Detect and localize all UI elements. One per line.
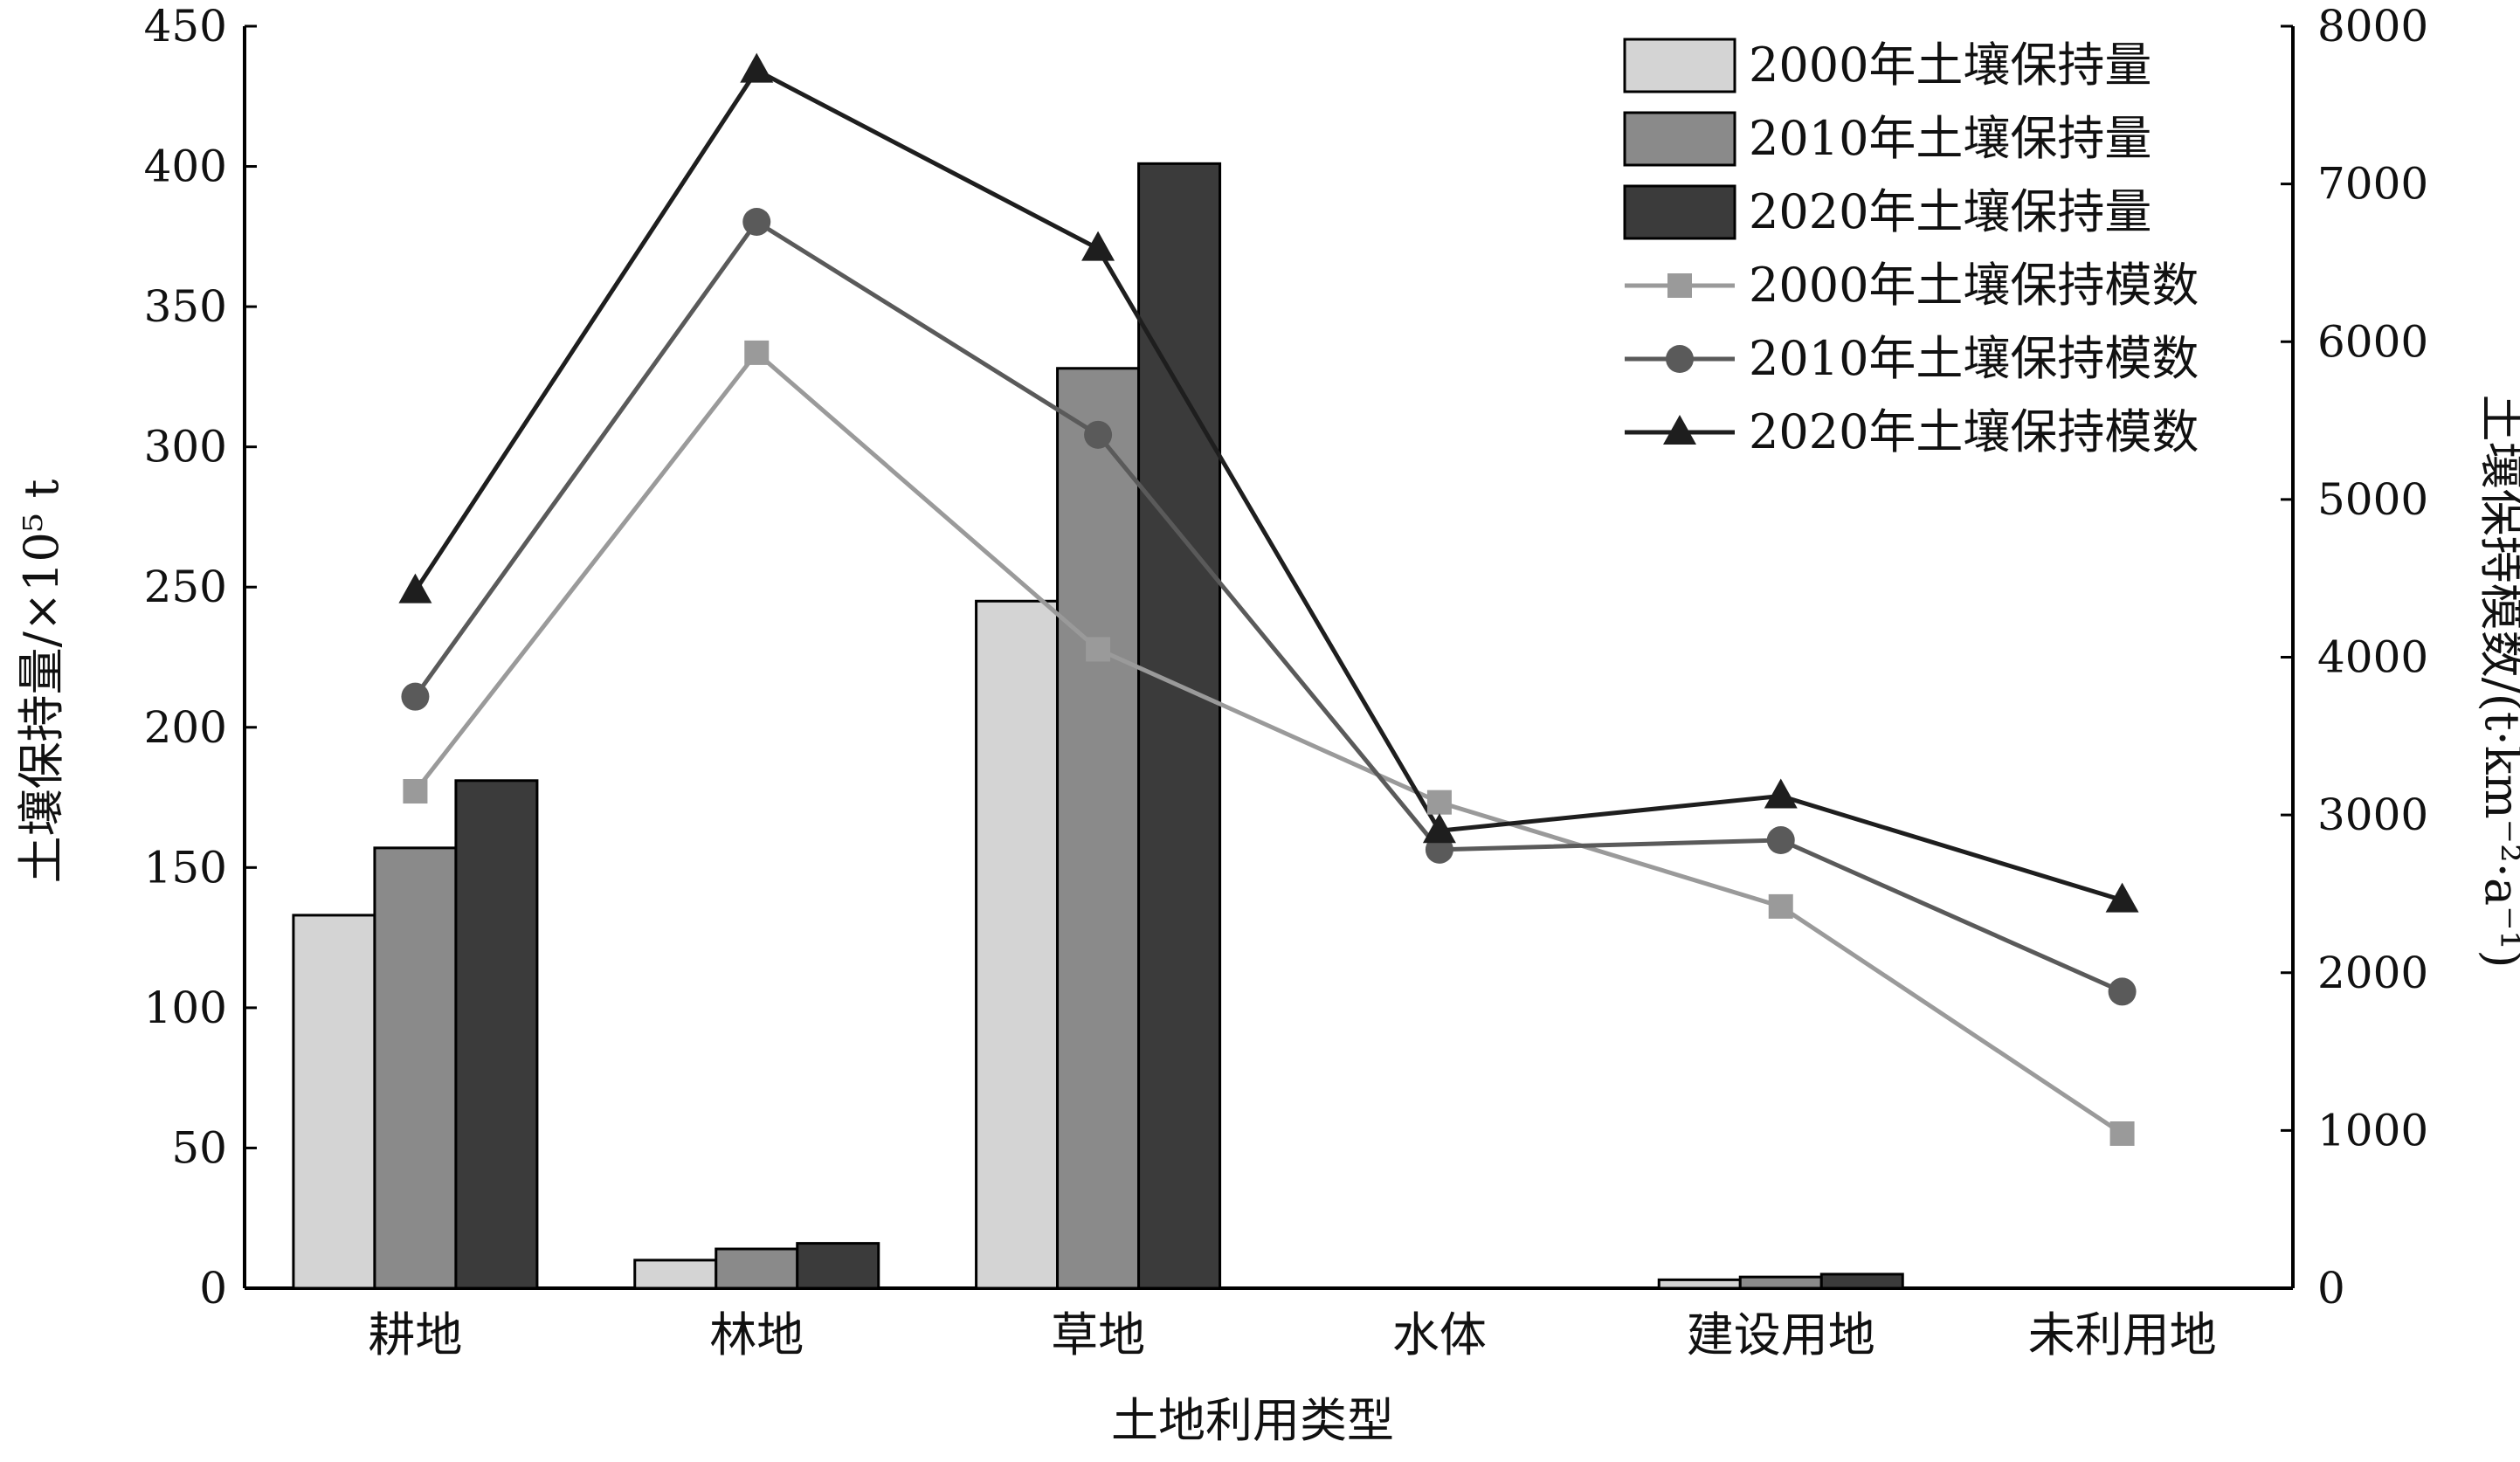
y-tick-label: 350: [144, 281, 227, 332]
bar: [715, 1247, 799, 1290]
y2-axis-title: 土壤保持模数/(t·km⁻²·a⁻¹): [2475, 395, 2520, 969]
bar: [373, 846, 458, 1290]
y-axis-title: 土壤保持量/×10⁵ t: [14, 479, 69, 883]
point: [1764, 778, 1798, 809]
bar: [1056, 367, 1141, 1290]
bar: [454, 779, 539, 1290]
y2-tick-label: 8000: [2317, 1, 2428, 52]
point: [740, 52, 774, 83]
y-tick-label: 150: [144, 842, 227, 893]
point: [1422, 813, 1456, 844]
point: [1086, 637, 1111, 662]
legend-label: 2000年土壤保持量: [1749, 38, 2151, 93]
series-line: [413, 218, 2123, 994]
point: [401, 682, 430, 711]
point: [1666, 345, 1694, 373]
point: [2105, 882, 2139, 913]
bar: [1738, 1275, 1823, 1290]
y-tick-label: 450: [144, 1, 227, 52]
point: [1766, 826, 1795, 855]
y-tick-label: 50: [171, 1122, 227, 1173]
x-tick-label: 林地: [709, 1307, 804, 1362]
point: [742, 207, 771, 236]
bar: [1819, 1272, 1904, 1290]
bar: [292, 914, 376, 1290]
y-tick-label: 100: [144, 983, 227, 1033]
y-tick-label: 250: [144, 562, 227, 612]
legend-label: 2020年土壤保持量: [1749, 184, 2151, 239]
point: [398, 573, 432, 603]
point: [1667, 273, 1692, 298]
y2-tick-label: 6000: [2317, 316, 2428, 367]
bar: [796, 1242, 880, 1290]
x-tick-label: 耕地: [368, 1307, 462, 1362]
legend-label: 2020年土壤保持模数: [1749, 404, 2199, 459]
legend-swatch: [1623, 38, 1736, 93]
legend-swatch: [1623, 184, 1736, 240]
legend-label: 2010年土壤保持量: [1749, 111, 2151, 166]
point: [403, 779, 428, 804]
point: [1663, 415, 1696, 445]
point: [1081, 231, 1115, 261]
series-line: [413, 67, 2123, 903]
y-tick-label: 0: [199, 1263, 227, 1314]
point: [1426, 790, 1452, 815]
y-tick-label: 400: [144, 141, 227, 192]
bar: [1657, 1278, 1742, 1290]
point: [1084, 420, 1113, 449]
y2-tick-label: 5000: [2317, 474, 2428, 525]
bar: [975, 599, 1060, 1290]
point: [2108, 977, 2137, 1006]
series-line: [413, 349, 2123, 1136]
legend-swatch: [1623, 111, 1736, 167]
legend-label: 2010年土壤保持模数: [1749, 331, 2199, 386]
bar: [633, 1259, 718, 1290]
point: [1768, 893, 1793, 919]
x-tick-label: 建设用地: [1687, 1307, 1875, 1362]
x-tick-label: 草地: [1051, 1307, 1145, 1362]
y2-tick-label: 7000: [2317, 159, 2428, 210]
y-tick-label: 200: [144, 702, 227, 753]
x-tick-label: 未利用地: [2028, 1307, 2217, 1362]
y2-tick-label: 0: [2317, 1263, 2345, 1314]
y-tick-label: 300: [144, 422, 227, 472]
bar: [1137, 162, 1222, 1290]
y2-tick-label: 3000: [2317, 790, 2428, 840]
y2-tick-label: 4000: [2317, 632, 2428, 683]
legend-label: 2000年土壤保持模数: [1749, 258, 2199, 313]
x-axis-title: 土地利用类型: [1111, 1393, 1394, 1448]
point: [744, 340, 770, 365]
x-tick-label: 水体: [1392, 1307, 1487, 1362]
point: [2109, 1121, 2135, 1146]
y2-tick-label: 1000: [2317, 1105, 2428, 1155]
y2-tick-label: 2000: [2317, 948, 2428, 998]
